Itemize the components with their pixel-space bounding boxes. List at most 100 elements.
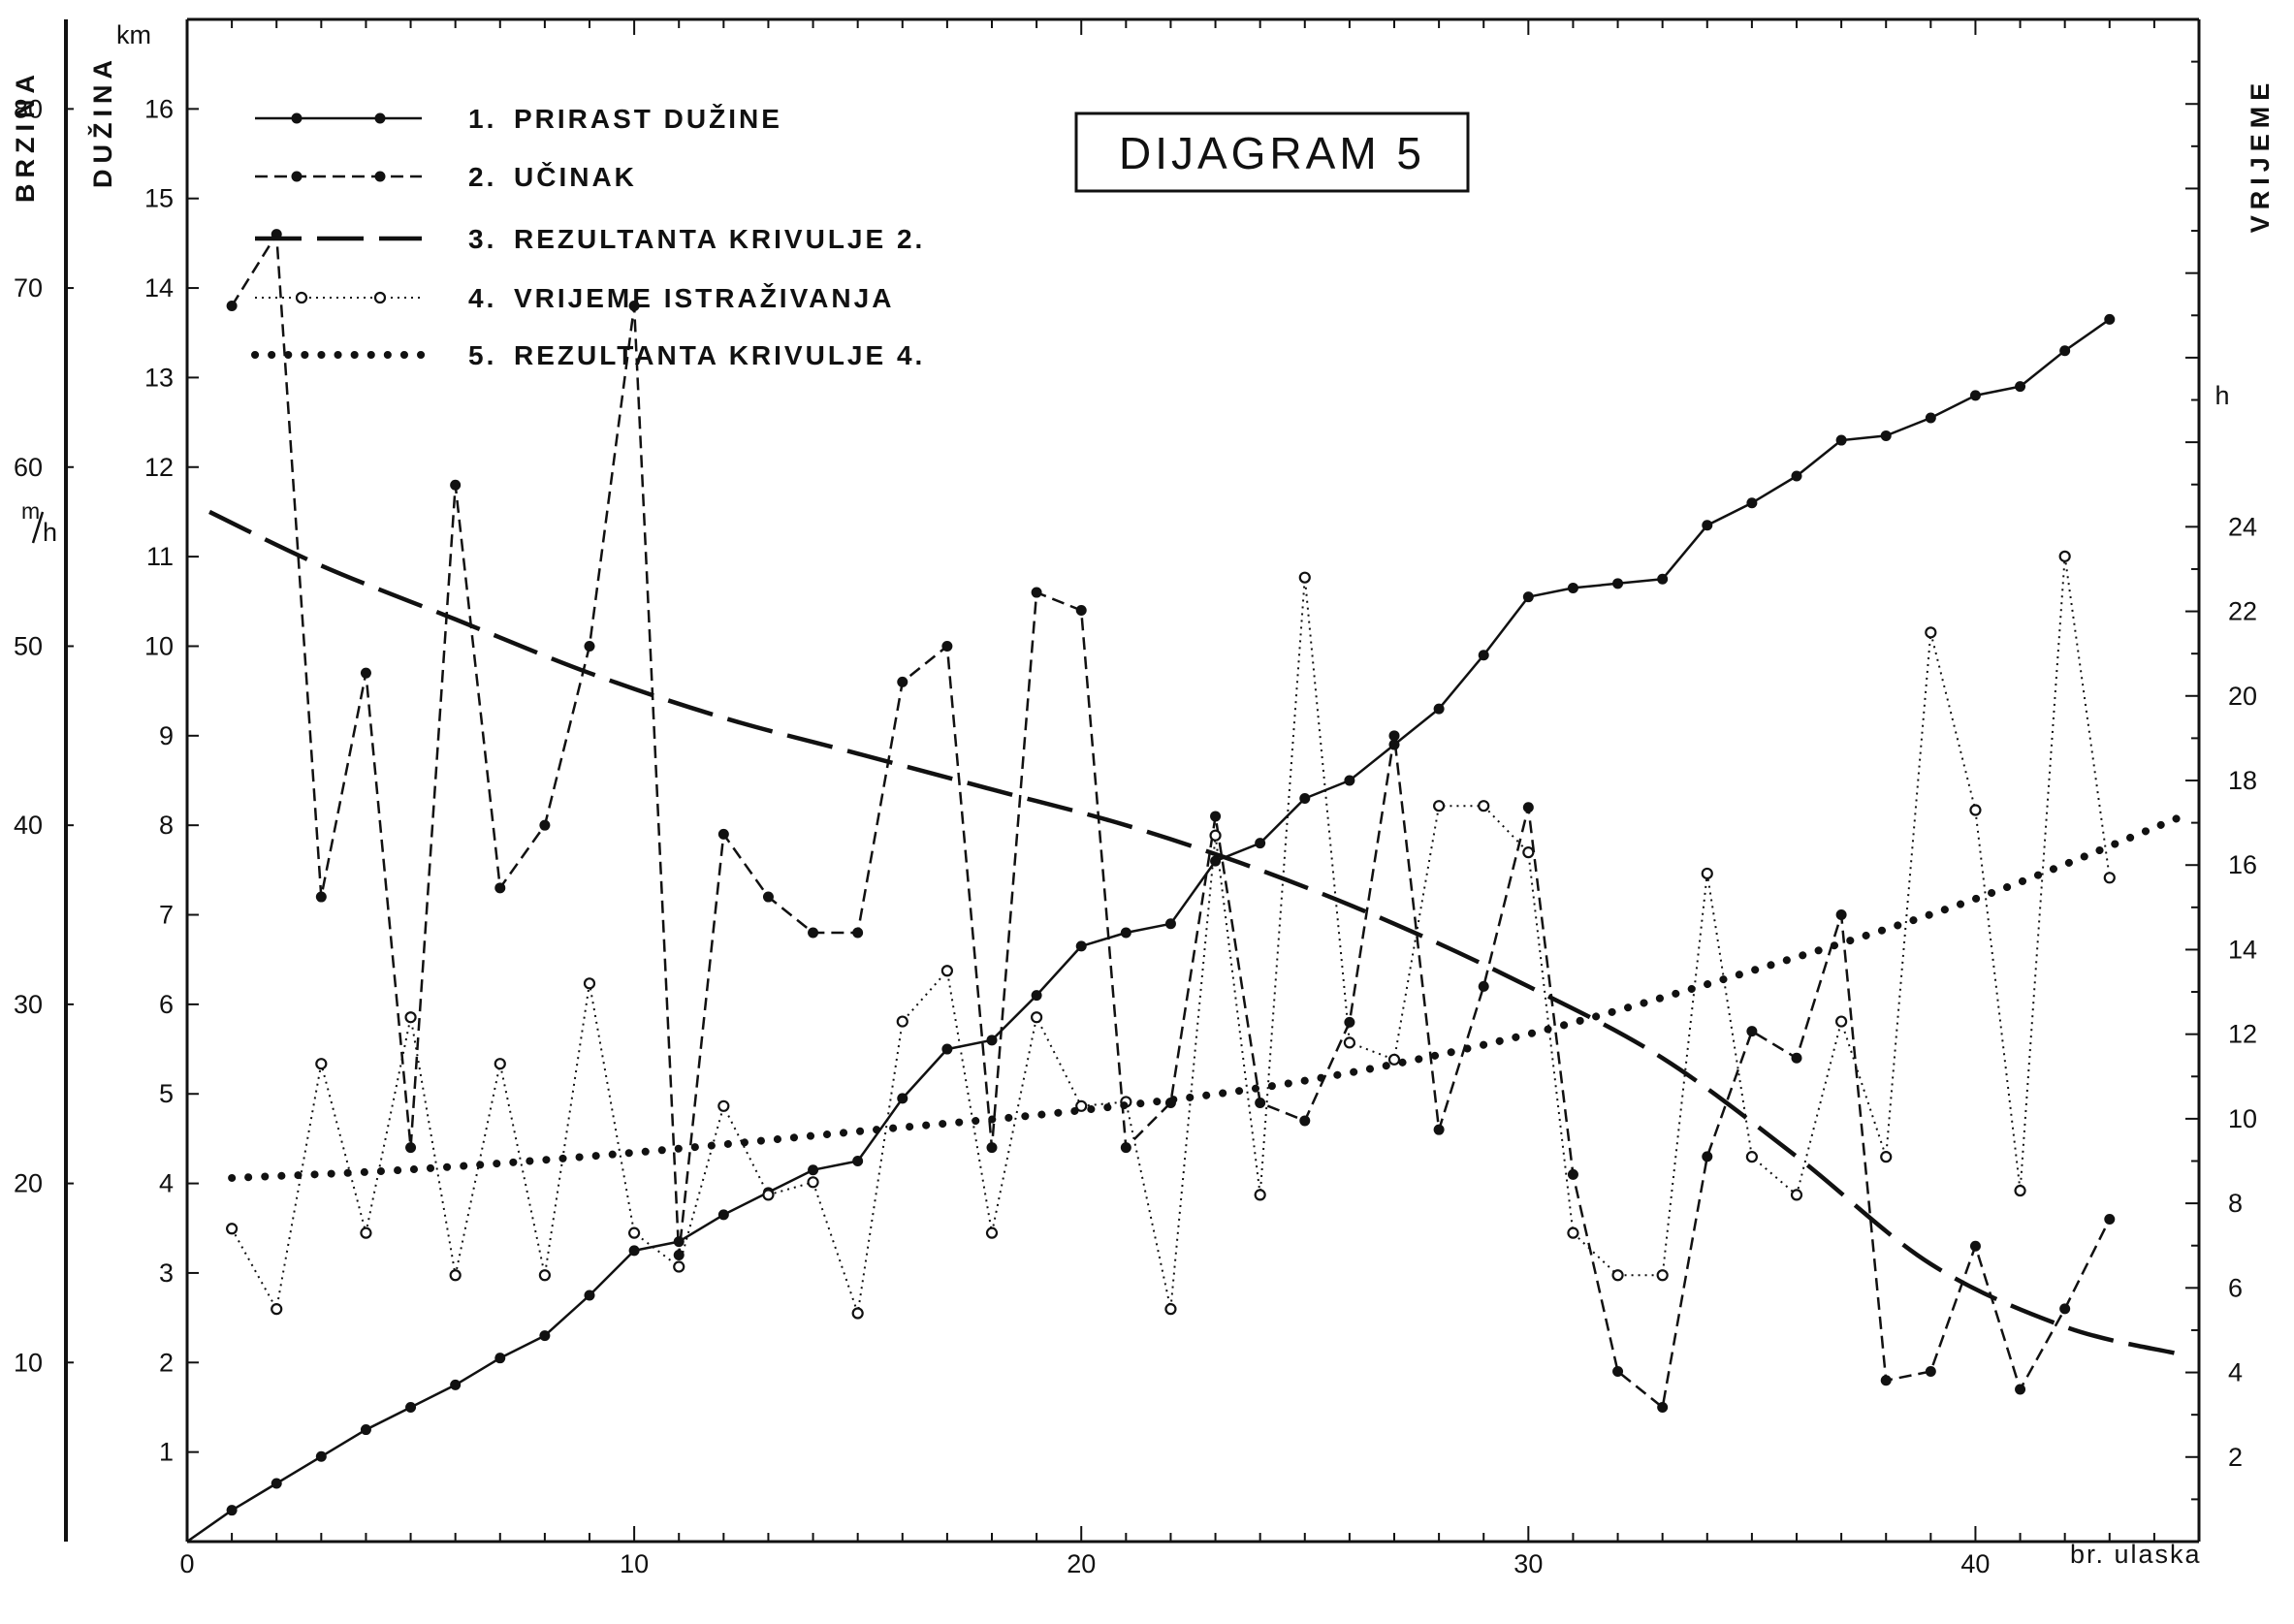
- series-ucinak-point: [1031, 587, 1042, 598]
- series-vrijeme-point: [1387, 1053, 1401, 1066]
- series-vrijeme-point: [628, 1226, 641, 1239]
- speed-tick-label: 10: [14, 1348, 43, 1377]
- series-vrijeme-point: [583, 977, 596, 990]
- x-tick-label: 20: [1067, 1549, 1096, 1578]
- series-prirast-duzine-point: [1612, 578, 1624, 589]
- series-prirast-duzine-point: [494, 1353, 506, 1364]
- series-ucinak-point: [808, 927, 819, 939]
- speed-unit-numerator: m: [21, 498, 40, 524]
- series-vrijeme-point: [1611, 1269, 1624, 1282]
- speed-unit-denominator: h: [43, 518, 57, 547]
- series-vrijeme-point: [315, 1058, 328, 1070]
- series-ucinak-point: [1478, 980, 1489, 992]
- x-tick-label: 10: [620, 1549, 649, 1578]
- series-vrijeme-point: [449, 1269, 462, 1282]
- series-ucinak-point: [1433, 1124, 1445, 1135]
- series-prirast-duzine-point: [1299, 792, 1311, 804]
- title-box: DIJAGRAM 5: [1074, 111, 1470, 193]
- series-ucinak-point: [1210, 811, 1222, 822]
- series-vrijeme-point: [1969, 804, 1982, 816]
- series-ucinak-point: [1657, 1401, 1669, 1413]
- time-tick-label: 6: [2228, 1273, 2243, 1302]
- series-prirast-duzine-point: [539, 1330, 551, 1342]
- series-ucinak-point: [1702, 1151, 1713, 1162]
- series-prirast-duzine-point: [1702, 520, 1713, 531]
- time-tick-label: 14: [2228, 935, 2257, 964]
- series-prirast-duzine-point: [2059, 345, 2071, 357]
- series-vrijeme-point: [1031, 1011, 1043, 1024]
- series-vrijeme-point: [673, 1260, 685, 1273]
- legend-number-5: 5.: [468, 340, 496, 370]
- legend-sample-4: [255, 291, 422, 304]
- length-tick-label: 9: [159, 721, 174, 750]
- series-prirast-duzine-point: [808, 1164, 819, 1176]
- series-ucinak-point: [1255, 1097, 1266, 1108]
- legend-number-3: 3.: [468, 224, 496, 254]
- series-prirast-duzine-point: [986, 1035, 998, 1046]
- series-prirast-duzine-point: [1075, 940, 1087, 952]
- speed-axis-unit: m h: [21, 498, 57, 547]
- series-prirast-duzine-point: [1255, 838, 1266, 849]
- series-prirast-duzine-point: [628, 1245, 640, 1257]
- speed-axis-title: BRZINA: [11, 69, 40, 203]
- series-vrijeme-point: [1835, 1015, 1848, 1028]
- series-ucinak-point: [2059, 1303, 2071, 1315]
- series-ucinak-point: [226, 301, 238, 312]
- time-tick-label: 20: [2228, 682, 2257, 711]
- series-prirast-duzine-point: [2015, 381, 2026, 393]
- length-axis-title: DUŽINA: [87, 54, 117, 188]
- series-vrijeme-point: [1925, 626, 1937, 639]
- x-tick-label: 30: [1513, 1549, 1543, 1578]
- series-prirast-duzine-point: [1925, 412, 1936, 424]
- length-tick-label: 5: [159, 1079, 174, 1108]
- time-tick-label: 16: [2228, 850, 2257, 879]
- series-vrijeme-point: [2014, 1184, 2026, 1197]
- speed-tick-label: 60: [14, 453, 43, 482]
- series-vrijeme-point: [896, 1015, 908, 1028]
- x-tick-label: 0: [179, 1549, 194, 1578]
- series-ucinak-point: [986, 1142, 998, 1154]
- series-vrijeme-point: [940, 965, 953, 977]
- series-prirast-duzine-point: [2104, 313, 2116, 325]
- series-ucinak-point: [1344, 1016, 1355, 1028]
- series-ucinak-point: [852, 927, 864, 939]
- series-ucinak-point: [1925, 1366, 1936, 1378]
- series-vrijeme-point: [2058, 550, 2071, 562]
- series-ucinak-point: [1746, 1026, 1758, 1037]
- speed-tick-label: 70: [14, 273, 43, 303]
- series-vrijeme-point: [851, 1307, 864, 1320]
- series-vrijeme: [226, 550, 2116, 1320]
- length-tick-label: 4: [159, 1169, 174, 1198]
- series-prirast-duzine-point: [1344, 775, 1355, 786]
- series-ucinak-point: [941, 640, 953, 652]
- series-ucinak-point: [1299, 1115, 1311, 1127]
- series-vrijeme-point: [1075, 1099, 1088, 1112]
- series-prirast-duzine-point: [271, 1478, 282, 1489]
- series-vrijeme-point: [762, 1189, 775, 1201]
- series-prirast-duzine-point: [1120, 927, 1131, 939]
- series-vrijeme-point: [494, 1058, 506, 1070]
- series-ucinak-point: [494, 882, 506, 894]
- series-ucinak-point: [1120, 1142, 1131, 1154]
- series-ucinak-point: [1880, 1375, 1892, 1386]
- series-ucinak-point: [1835, 909, 1847, 921]
- series-ucinak-point: [1567, 1168, 1578, 1180]
- series-ucinak-point: [1969, 1240, 1981, 1252]
- series-ucinak-point: [539, 819, 551, 831]
- series-prirast-duzine-point: [852, 1156, 864, 1166]
- series-rezultanta-2: [208, 509, 2178, 1356]
- series-ucinak-point: [897, 676, 908, 687]
- speed-unit-slash: [31, 511, 45, 544]
- series-ucinak-point: [1522, 802, 1534, 813]
- series-prirast-duzine-point: [1657, 573, 1669, 585]
- series-vrijeme-point: [404, 1011, 417, 1024]
- series-ucinak-point: [628, 301, 640, 312]
- speed-tick-label: 30: [14, 990, 43, 1019]
- length-tick-label: 10: [144, 631, 174, 660]
- series-vrijeme-point: [1164, 1303, 1177, 1316]
- series-ucinak-point: [2104, 1214, 2116, 1226]
- legend-label-5: REZULTANTA KRIVULJE 4.: [514, 340, 925, 370]
- time-axis-unit: h: [2214, 381, 2229, 410]
- legend-label-1: PRIRAST DUŽINE: [514, 104, 782, 134]
